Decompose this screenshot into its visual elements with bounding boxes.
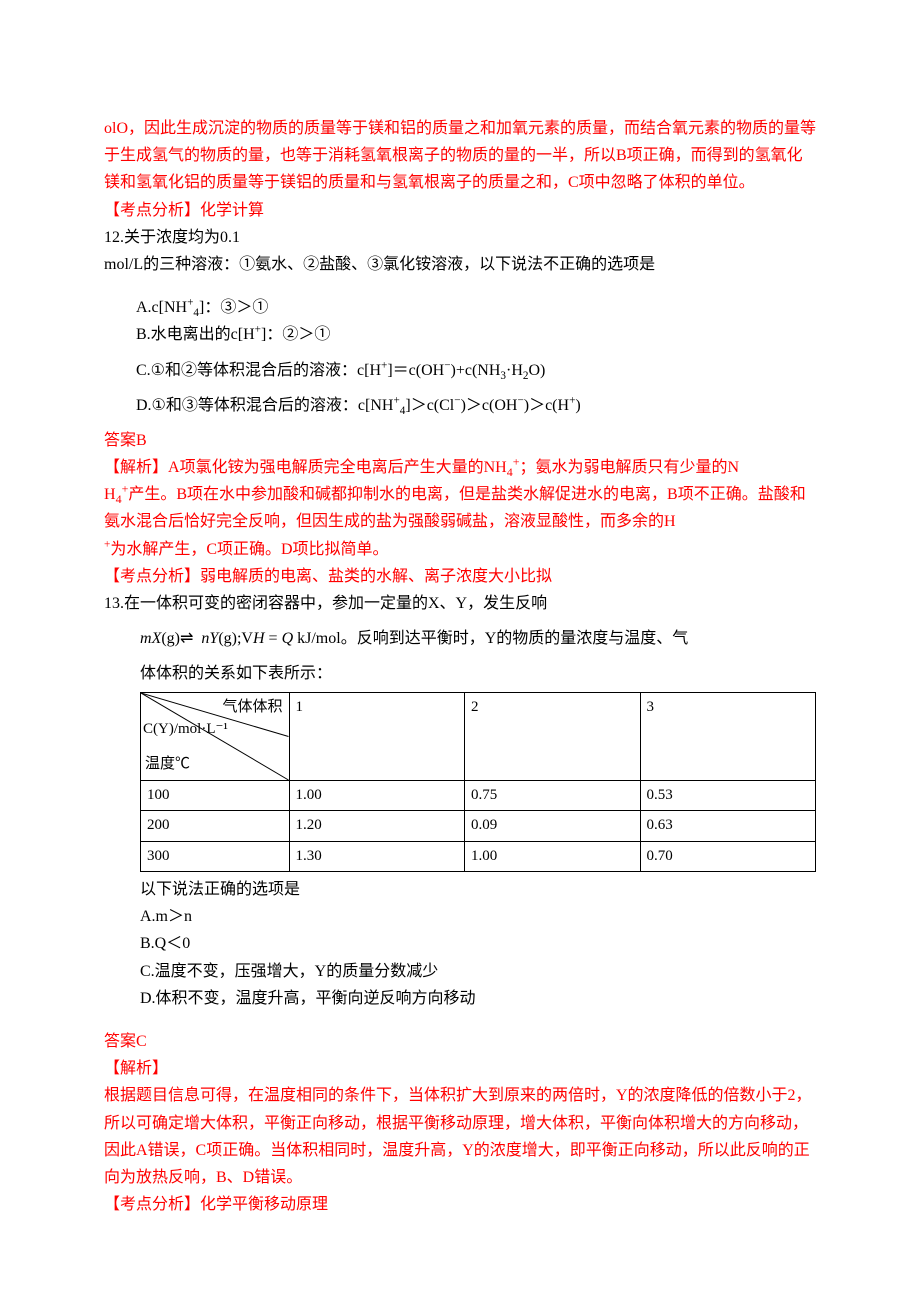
q13-answer: 答案C — [104, 1028, 816, 1055]
header-left: C(Y)/mol·L⁻¹ — [143, 717, 228, 743]
kaodian-1-label: 【考点分析】 — [104, 202, 200, 219]
q12-kaodian-label: 【考点分析】 — [104, 568, 200, 585]
q12-answer: 答案B — [104, 427, 816, 454]
q13-table: 气体体积 C(Y)/mol·L⁻¹ 温度℃ 1 2 3 100 1.00 0.7… — [140, 692, 816, 873]
q12-stem-1: 12.关于浓度均为0.1 — [104, 224, 816, 251]
q12-option-b: B.水电离出的c[H+]：②＞① — [104, 321, 816, 348]
q13-equation: mX(g)⇌ nY(g);VH = Q kJ/mol。反响到达平衡时，Y的物质的… — [104, 625, 816, 652]
row-temp-100: 100 — [141, 780, 290, 811]
col-header-3: 3 — [640, 692, 816, 780]
q13-jiexi-label: 【解析】 — [104, 1055, 816, 1082]
kaodian-1: 【考点分析】化学计算 — [104, 197, 816, 224]
col-header-1: 1 — [289, 692, 465, 780]
q13-kaodian-text: 化学平衡移动原理 — [200, 1196, 328, 1213]
q12-jiexi: 【解析】A项氯化铵为强电解质完全电离后产生大量的NH4+；氨水为弱电解质只有少量… — [104, 454, 816, 481]
row-temp-300: 300 — [141, 841, 290, 872]
kaodian-1-text: 化学计算 — [200, 202, 264, 219]
table-row: 100 1.00 0.75 0.53 — [141, 780, 816, 811]
table-header-row: 气体体积 C(Y)/mol·L⁻¹ 温度℃ 1 2 3 — [141, 692, 816, 780]
row-temp-200: 200 — [141, 811, 290, 842]
q12-jiexi-3: +为水解产生，C项正确。D项比拟简单。 — [104, 536, 816, 563]
q13-option-c: C.温度不变，压强增大，Y的质量分数减少 — [104, 958, 816, 985]
q13-stem-2: 体体积的关系如下表所示： — [104, 660, 816, 687]
q13-stem-1: 13.在一体积可变的密闭容器中，参加一定量的X、Y，发生反响 — [104, 590, 816, 617]
header-top: 气体体积 — [222, 695, 282, 721]
q12-option-c: C.①和②等体积混合后的溶液：c[H+]＝c(OH−)+c(NH3·H2O) — [104, 357, 816, 384]
q13-option-b: B.Q＜0 — [104, 930, 816, 957]
q12-kaodian: 【考点分析】弱电解质的电离、盐类的水解、离子浓度大小比拟 — [104, 563, 816, 590]
equilibrium-arrow-icon: ⇌ — [180, 630, 193, 647]
q13-kaodian-label: 【考点分析】 — [104, 1196, 200, 1213]
q13-post: 以下说法正确的选项是 — [104, 876, 816, 903]
q12-jiexi-label: 【解析】 — [104, 459, 168, 476]
table-row: 200 1.20 0.09 0.63 — [141, 811, 816, 842]
table-diag-header: 气体体积 C(Y)/mol·L⁻¹ 温度℃ — [141, 692, 290, 780]
q12-jiexi-2: H4+产生。B项在水中参加酸和碱都抑制水的电离，但是盐类水解促进水的电离，B项不… — [104, 481, 816, 535]
col-header-2: 2 — [465, 692, 641, 780]
q12-stem-2: mol/L的三种溶液：①氨水、②盐酸、③氯化铵溶液，以下说法不正确的选项是 — [104, 251, 816, 278]
q13-kaodian: 【考点分析】化学平衡移动原理 — [104, 1191, 816, 1218]
q13-option-d: D.体积不变，温度升高，平衡向逆反响方向移动 — [104, 985, 816, 1012]
q13-jiexi-text: 根据题目信息可得，在温度相同的条件下，当体积扩大到原来的两倍时，Y的浓度降低的倍… — [104, 1082, 816, 1191]
explanation-block-1: olO，因此生成沉淀的物质的质量等于镁和铝的质量之和加氧元素的质量，而结合氧元素… — [104, 115, 816, 197]
q12-option-d: D.①和③等体积混合后的溶液：c[NH+4]＞c(Cl−)＞c(OH−)＞c(H… — [104, 392, 816, 419]
q12-kaodian-text: 弱电解质的电离、盐类的水解、离子浓度大小比拟 — [200, 568, 552, 585]
q13-option-a: A.m＞n — [104, 903, 816, 930]
q12-option-a: A.c[NH+4]：③＞① — [104, 294, 816, 321]
header-bottom: 温度℃ — [145, 752, 190, 778]
table-row: 300 1.30 1.00 0.70 — [141, 841, 816, 872]
